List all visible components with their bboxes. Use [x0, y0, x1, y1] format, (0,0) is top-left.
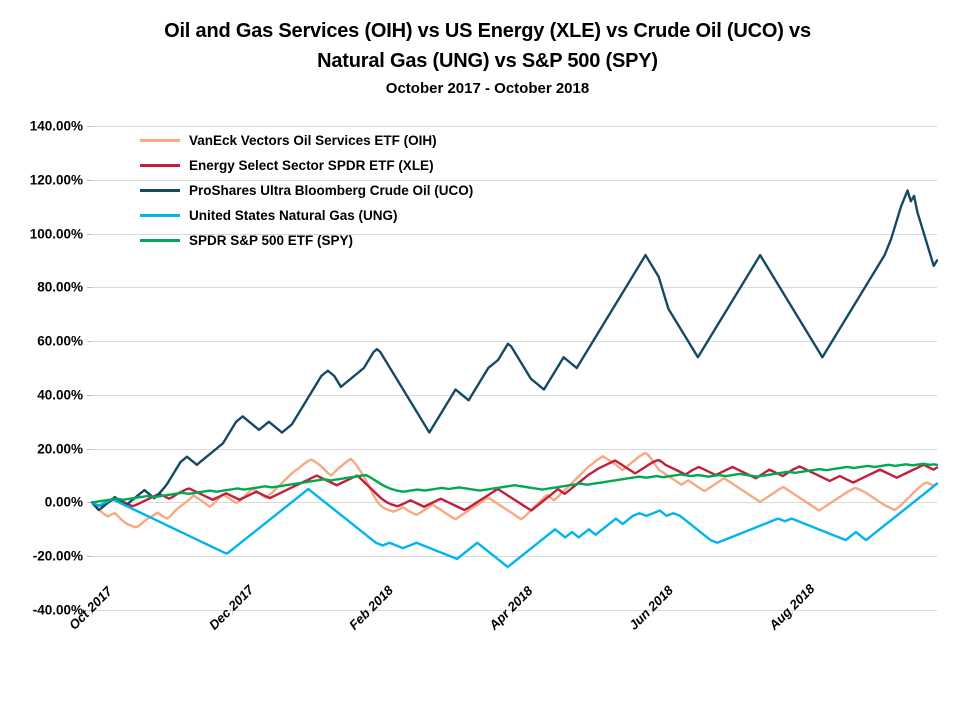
- y-axis-tick-label: 100.00%: [29, 226, 83, 242]
- series-line-uco: [90, 189, 939, 512]
- legend-color-swatch: [140, 189, 180, 192]
- y-tick-mark: [87, 394, 92, 396]
- series-layer: [90, 189, 939, 569]
- y-tick-mark: [87, 502, 92, 504]
- legend-color-swatch: [140, 239, 180, 242]
- y-axis-tick-label: -40.00%: [32, 602, 83, 618]
- gridline: [92, 233, 937, 235]
- gridline: [92, 394, 937, 396]
- y-tick-mark: [87, 341, 92, 343]
- gridline: [92, 126, 937, 127]
- legend-color-swatch: [140, 214, 180, 217]
- x-tick-mark: [92, 610, 93, 615]
- x-axis-labels: Oct 2017 Dec 2017 Feb 2018 Apr 2018 Jun 2018…: [0, 581, 975, 704]
- y-axis-tick-label: 40.00%: [37, 387, 83, 403]
- gridline: [92, 502, 937, 504]
- y-tick-mark: [87, 448, 92, 450]
- legend-label: SPDR S&P 500 ETF (SPY): [189, 233, 354, 248]
- legend-item-oih[interactable]: VanEck Vectors Oil Services ETF (OIH): [140, 128, 473, 153]
- plot-area: [87, 126, 939, 615]
- legend-label: United States Natural Gas (UNG): [189, 208, 398, 223]
- gridline: [92, 610, 937, 611]
- legend-item-spy[interactable]: SPDR S&P 500 ETF (SPY): [140, 228, 473, 253]
- y-axis-tick-label: 80.00%: [37, 279, 83, 295]
- x-tick-mark: [232, 610, 234, 615]
- gridline: [92, 179, 937, 181]
- y-axis-tick-label: 140.00%: [29, 118, 83, 134]
- legend-label: Energy Select Sector SPDR ETF (XLE): [189, 158, 434, 173]
- series-line-ung: [90, 482, 939, 569]
- y-axis-tick-label: 120.00%: [29, 172, 83, 188]
- gridline: [92, 287, 937, 289]
- y-tick-mark: [87, 179, 92, 181]
- x-tick-mark: [791, 610, 793, 615]
- y-tick-mark: [87, 126, 92, 127]
- legend-color-swatch: [140, 139, 180, 142]
- gridline: [92, 556, 937, 558]
- series-line-xle: [90, 458, 939, 512]
- chart-subtitle: October 2017 - October 2018: [385, 80, 590, 97]
- y-tick-mark: [87, 610, 92, 611]
- chart-title-line2: Natural Gas (UNG) vs S&P 500 (SPY): [317, 50, 658, 72]
- y-axis-tick-label: 20.00%: [37, 441, 83, 457]
- title-block: Oil and Gas Services (OIH) vs US Energy …: [0, 16, 975, 97]
- y-axis-tick-label: -20.00%: [32, 548, 83, 564]
- gridline: [92, 341, 937, 343]
- y-tick-mark: [87, 287, 92, 289]
- legend-label: ProShares Ultra Bloomberg Crude Oil (UCO…: [189, 183, 474, 198]
- legend-label: VanEck Vectors Oil Services ETF (OIH): [189, 133, 437, 148]
- legend-item-ung[interactable]: United States Natural Gas (UNG): [140, 203, 473, 228]
- y-axis-tick-label: 60.00%: [37, 333, 83, 349]
- y-axis-tick-label: 0.00%: [44, 494, 83, 510]
- legend-item-xle[interactable]: Energy Select Sector SPDR ETF (XLE): [140, 153, 473, 178]
- chart-title-line1: Oil and Gas Services (OIH) vs US Energy …: [164, 20, 811, 42]
- gridline: [92, 448, 937, 450]
- legend-item-uco[interactable]: ProShares Ultra Bloomberg Crude Oil (UCO…: [140, 178, 473, 203]
- chart-legend: VanEck Vectors Oil Services ETF (OIH) Ene…: [140, 128, 473, 253]
- legend-color-swatch: [140, 164, 180, 167]
- series-line-oih: [90, 451, 939, 529]
- y-axis-labels: 140.00% 120.00% 100.00% 80.00% 60.00% 40.00% 2…: [0, 119, 975, 618]
- series-line-spy: [90, 462, 939, 504]
- x-tick-mark: [651, 610, 653, 615]
- x-tick-mark: [511, 610, 513, 615]
- y-tick-mark: [87, 556, 92, 558]
- x-tick-mark: [372, 610, 374, 615]
- y-tick-mark: [87, 233, 92, 235]
